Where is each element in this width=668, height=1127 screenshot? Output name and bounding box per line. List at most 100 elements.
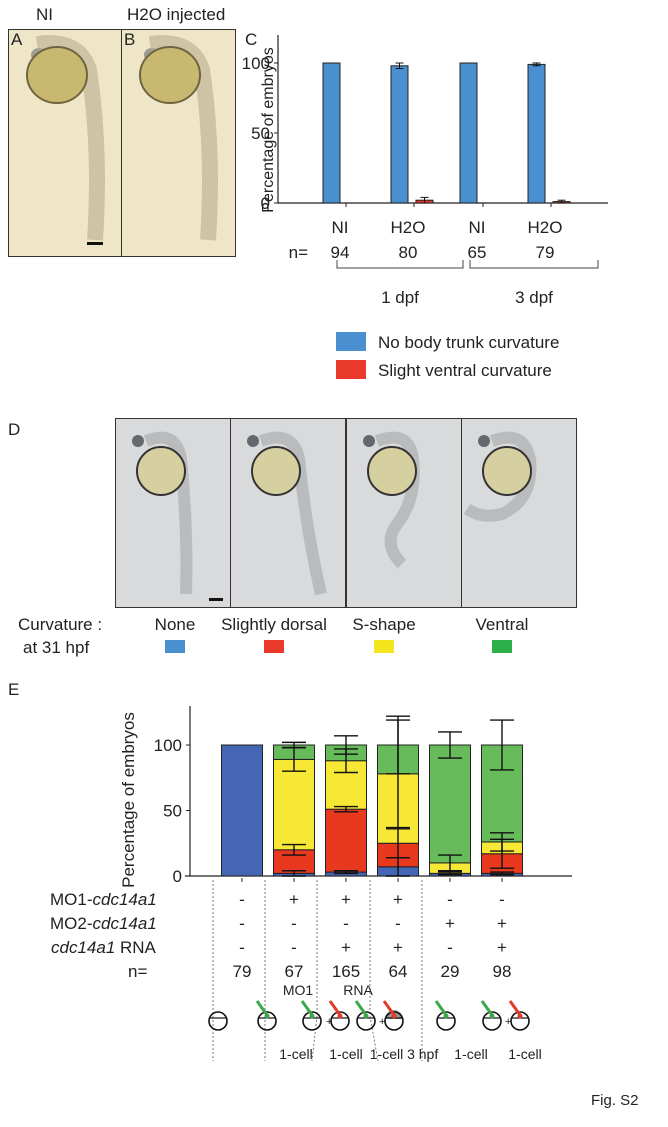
injection-note-mo1: MO1 [282,982,314,998]
treatment-rna-value: - [291,938,297,957]
curvature-photo-4 [461,418,577,608]
group-bracket [336,260,464,269]
legend-label: Slight ventral curvature [378,361,552,380]
injection-note-rna: RNA [343,982,373,998]
injection-dot [264,1013,270,1019]
mo1-gene: cdc14a1 [92,890,157,909]
n-value: 64 [388,962,408,981]
y-axis-label: Percentage of embryos [260,47,277,212]
embryo-drawing [132,431,223,601]
scale-bar [87,242,103,245]
rna-injection-3hpf-icon [382,1000,404,1031]
embryo-eye [132,435,144,447]
curvature-photo-2 [230,418,346,608]
mo2-injection-icon [480,1000,502,1031]
embryo-yolk [482,446,532,496]
injection-needle [434,1000,448,1016]
mo-injection-icon [300,1000,322,1031]
mo-injection-icon [354,1000,376,1031]
row-label-n: n= [128,962,148,981]
x-tick-label: H2O [528,218,563,237]
treatment-mo2-value: - [395,914,401,933]
curvature-class-swatch [492,640,512,653]
injection-dot [443,1013,449,1019]
embryo-drawing [26,35,105,245]
y-tick-label: 100 [154,736,182,755]
mo1-injection-icon [255,1000,277,1031]
x-tick-label: H2O [391,218,426,237]
treatment-rna-value: + [393,938,403,957]
injection-needle [480,1000,494,1016]
bar-segment-none [221,744,263,877]
treatment-mo2-value: - [343,914,349,933]
stage-label: 1-cell [508,1046,542,1062]
curvature-photo-1 [115,418,231,608]
group-label: 3 dpf [515,288,553,307]
treatment-mo1-value: - [447,890,453,909]
embryo-outline [436,1011,456,1031]
embryo-outline [356,1011,376,1031]
panel-b-title: H2O injected [127,5,226,24]
group-bracket [469,260,599,269]
curvature-row-sublabel: at 31 hpf [23,638,90,657]
injection-needle [382,1000,396,1016]
treatment-rna-value: + [497,938,507,957]
treatment-mo2-value: + [497,914,507,933]
injection-needle [354,1000,368,1016]
injection-dot [517,1013,523,1019]
n-value: 80 [399,243,418,262]
panel-a-letter: A [11,30,23,49]
mo2-prefix: MO2- [50,914,93,933]
stage-label: 1-cell [329,1046,363,1062]
stage-label: 1-cell 3 hpf [369,1046,439,1062]
treatment-mo1-value: - [499,890,505,909]
row-label-rna: cdc14a1 RNA [51,938,156,958]
plus-sign: + [379,1016,385,1028]
injection-dot [391,1013,397,1019]
injection-dot [489,1013,495,1019]
n-label: n= [289,243,308,262]
legend-swatch [336,360,366,379]
row-label-mo2: MO2-cdc14a1 [50,914,157,934]
panel-a-title: NI [36,5,53,24]
row-label-mo1: MO1-cdc14a1 [50,890,157,910]
embryo-yolk [251,446,301,496]
injection-needle [328,1000,342,1016]
injection-needle [255,1000,269,1016]
n-value: 79 [232,962,252,981]
curvature-row-label: Curvature : [18,615,103,634]
treatment-mo1-value: - [239,890,245,909]
treatment-mo1-value: + [341,890,351,909]
bar-segment-ventral [429,744,471,864]
embryo-drawing [463,431,537,522]
embryo-eye [478,435,490,447]
rna-gene: cdc14a1 [51,938,116,957]
group-separator [311,1015,318,1062]
legend-label: No body trunk curvature [378,333,559,352]
embryo-eye [363,435,375,447]
treatment-mo1-value: + [289,890,299,909]
y-tick-label: 50 [251,124,270,143]
rna-injection-icon [328,1000,350,1031]
y-tick-label: 0 [173,867,182,886]
embryo-yolk [136,446,186,496]
treatment-rna-value: + [341,938,351,957]
group-label: 1 dpf [381,288,419,307]
n-value: 98 [492,962,512,981]
n-value: 65 [468,243,487,262]
embryo-outline [510,1011,530,1031]
y-tick-label: 100 [242,54,270,73]
curvature-class-swatch [264,640,284,653]
embryo-drawing [139,35,218,241]
curvature-photo-3 [346,418,462,608]
treatment-mo1-value: + [393,890,403,909]
injection-needle [300,1000,314,1016]
curvature-class-label: Ventral [475,615,529,634]
panel-b-letter: B [124,30,136,49]
y-axis-label: Percentage of embryos [119,712,138,888]
embryo-outline [384,1011,404,1031]
treatment-rna-value: - [447,938,453,957]
mo1-prefix: MO1- [50,890,93,909]
treatment-mo2-value: - [239,914,245,933]
